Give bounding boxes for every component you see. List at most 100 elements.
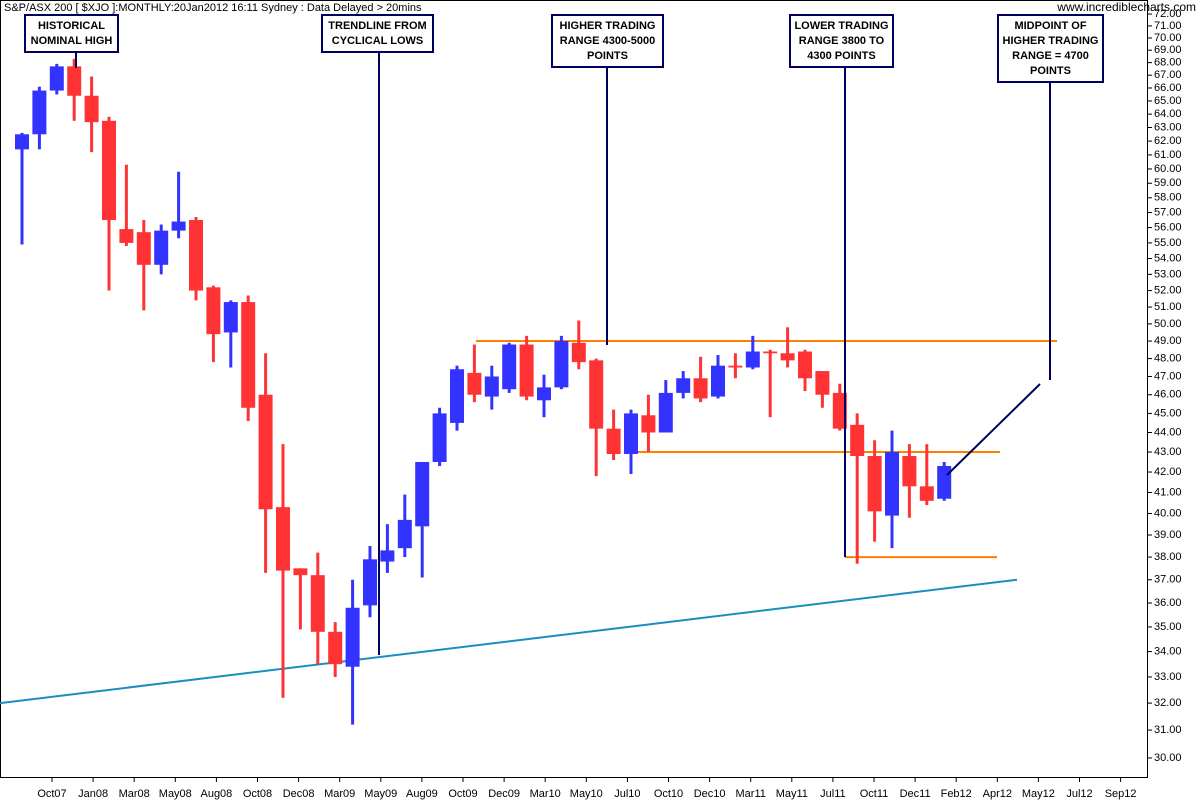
- y-tick-label: 55.00: [1154, 237, 1182, 249]
- x-tick-label: May08: [159, 788, 192, 800]
- x-tick-label: Dec10: [694, 788, 726, 800]
- candle-body: [815, 371, 830, 395]
- candle-body: [606, 428, 621, 455]
- y-tick-label: 39.00: [1154, 529, 1182, 541]
- y-tick-label: 70.00: [1154, 32, 1182, 44]
- candle-body: [380, 550, 395, 562]
- y-tick-label: 47.00: [1154, 370, 1182, 382]
- y-tick-label: 64.00: [1154, 108, 1182, 120]
- y-tick-label: 33.00: [1154, 671, 1182, 683]
- candle-body: [432, 413, 447, 462]
- annotation-text: TRENDLINE FROM: [328, 20, 426, 32]
- candle-body: [67, 66, 82, 96]
- y-tick-label: 41.00: [1154, 486, 1182, 498]
- candle-body: [363, 559, 377, 606]
- annotation-text: RANGE = 4700: [1012, 50, 1089, 62]
- candle-body: [293, 568, 308, 576]
- y-tick-label: 50.00: [1154, 318, 1182, 330]
- leader-line: [946, 383, 1041, 476]
- candle-body: [310, 575, 325, 632]
- candle-body: [537, 387, 551, 401]
- annotation-text: HIGHER TRADING: [560, 20, 656, 32]
- candle-body: [15, 134, 29, 150]
- candle-body: [641, 415, 656, 433]
- x-tick-label: Aug09: [406, 788, 438, 800]
- candle-body: [102, 120, 116, 221]
- candle-body: [84, 95, 99, 123]
- watermark: www.incrediblecharts.com: [1056, 0, 1196, 14]
- candle-body: [937, 465, 952, 499]
- y-tick-label: 69.00: [1154, 44, 1182, 56]
- x-tick-label: Oct09: [448, 788, 477, 800]
- x-tick-label: Apr12: [983, 788, 1012, 800]
- y-tick-label: 34.00: [1154, 645, 1182, 657]
- candle-body: [223, 302, 238, 333]
- candle-body: [658, 392, 673, 433]
- x-tick-label: Sep12: [1105, 788, 1137, 800]
- annotation-box: [321, 14, 434, 53]
- candle-body: [693, 378, 708, 399]
- y-tick-label: 40.00: [1154, 507, 1182, 519]
- x-tick-label: Oct08: [243, 788, 272, 800]
- y-tick-label: 68.00: [1154, 57, 1182, 69]
- candle-body: [867, 456, 882, 512]
- candle-body: [276, 507, 290, 571]
- y-tick-label: 66.00: [1154, 82, 1182, 94]
- annotation-text: 4300 POINTS: [807, 50, 875, 62]
- candle-body: [554, 341, 569, 388]
- y-tick-label: 60.00: [1154, 163, 1182, 175]
- x-tick-label: Jul11: [820, 788, 845, 800]
- candle-body: [345, 607, 360, 667]
- candle-body: [206, 287, 221, 335]
- y-tick-label: 62.00: [1154, 135, 1182, 147]
- y-tick-label: 63.00: [1154, 121, 1182, 133]
- candle-body: [467, 372, 482, 395]
- annotation-text: HIGHER TRADING: [1003, 35, 1099, 47]
- y-tick-label: 61.00: [1154, 149, 1182, 161]
- y-tick-label: 43.00: [1154, 446, 1182, 458]
- x-tick-label: May10: [570, 788, 603, 800]
- x-tick-label: Dec09: [488, 788, 520, 800]
- candle-body: [49, 66, 64, 91]
- x-tick-label: Feb12: [941, 788, 972, 800]
- annotation-box: [997, 14, 1104, 83]
- candle-body: [850, 424, 865, 457]
- candle-body: [902, 456, 917, 487]
- y-tick-label: 53.00: [1154, 268, 1182, 280]
- y-tick-label: 46.00: [1154, 389, 1182, 401]
- annotation-box: [789, 14, 894, 68]
- candle-body: [728, 365, 743, 368]
- candle-body: [919, 486, 934, 501]
- x-tick-label: Aug08: [200, 788, 232, 800]
- y-tick-label: 48.00: [1154, 352, 1182, 364]
- candle-body: [119, 229, 134, 243]
- candle-body: [258, 394, 273, 510]
- candle-body: [745, 351, 760, 368]
- y-tick-label: 42.00: [1154, 466, 1182, 478]
- candle-body: [624, 413, 638, 455]
- annotation-text: POINTS: [1030, 65, 1071, 77]
- plot-frame: [0, 0, 1148, 778]
- x-tick-label: Mar10: [530, 788, 561, 800]
- candle-body: [328, 631, 343, 665]
- candle-body: [397, 519, 412, 549]
- trendline: [0, 578, 1018, 705]
- y-tick-label: 31.00: [1154, 724, 1182, 736]
- candle-body: [832, 392, 847, 429]
- annotation-box: [24, 14, 119, 53]
- candle-body: [154, 230, 169, 265]
- candle-body: [763, 351, 778, 354]
- y-tick-label: 30.00: [1154, 752, 1182, 764]
- y-tick-label: 36.00: [1154, 597, 1182, 609]
- annotation-text: RANGE 4300-5000: [560, 35, 655, 47]
- y-tick-label: 58.00: [1154, 192, 1182, 204]
- y-tick-label: 67.00: [1154, 69, 1182, 81]
- y-tick-label: 71.00: [1154, 20, 1182, 32]
- annotation-text: HISTORICAL: [38, 20, 105, 32]
- candle-body: [711, 365, 725, 397]
- candle-body: [171, 221, 186, 231]
- candle-body: [780, 353, 795, 361]
- y-tick-label: 51.00: [1154, 301, 1182, 313]
- annotation-text: CYCLICAL LOWS: [332, 35, 423, 47]
- y-tick-label: 37.00: [1154, 574, 1182, 586]
